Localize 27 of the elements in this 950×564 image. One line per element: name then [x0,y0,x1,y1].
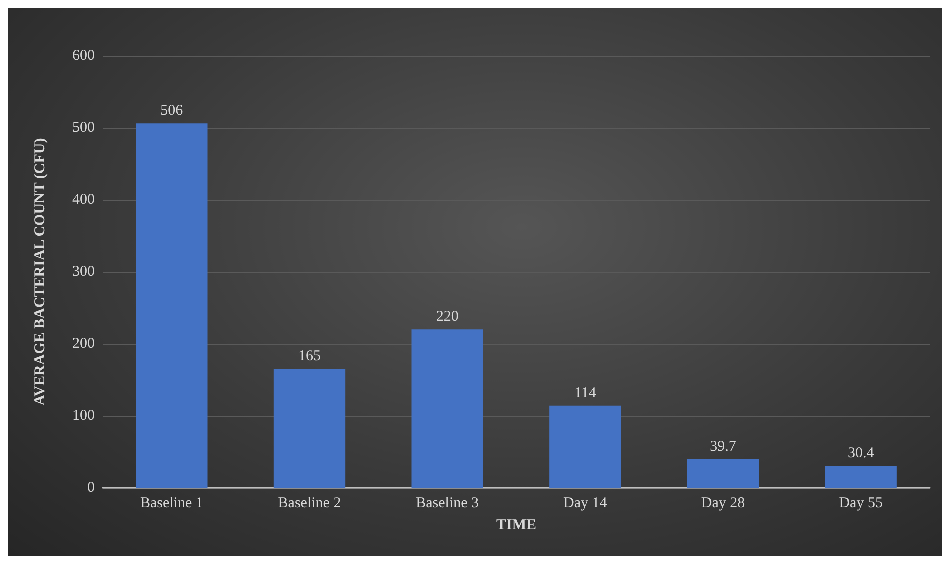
y-tick-label: 600 [72,48,95,64]
x-tick-label: Baseline 2 [278,496,342,512]
bar [825,466,897,488]
bar [274,369,346,488]
data-label: 165 [298,348,321,365]
data-label: 506 [160,103,184,120]
y-tick-label: 500 [72,120,95,136]
y-tick-label: 200 [72,336,95,352]
y-tick-label: 300 [72,264,95,280]
bar [136,124,208,488]
bar [687,459,760,488]
data-label: 39.7 [710,438,737,455]
x-tick-label: Day 55 [839,496,883,512]
data-label: 220 [436,309,459,326]
x-tick-label: Day 14 [564,496,608,512]
y-tick-label: 400 [72,192,95,208]
x-tick-label: Baseline 3 [416,496,480,512]
y-tick-label: 0 [88,480,95,496]
x-axis-title: TIME [496,518,537,534]
bar [412,330,484,488]
y-axis-title: AVERAGE BACTERIAL COUNT (CFU) [32,138,48,406]
y-tick-label: 100 [72,408,95,424]
bar [550,406,622,488]
data-label: 30.4 [848,446,875,462]
x-tick-label: Day 28 [701,496,746,512]
x-tick-label: Baseline 1 [140,496,204,512]
data-label: 114 [574,385,597,402]
